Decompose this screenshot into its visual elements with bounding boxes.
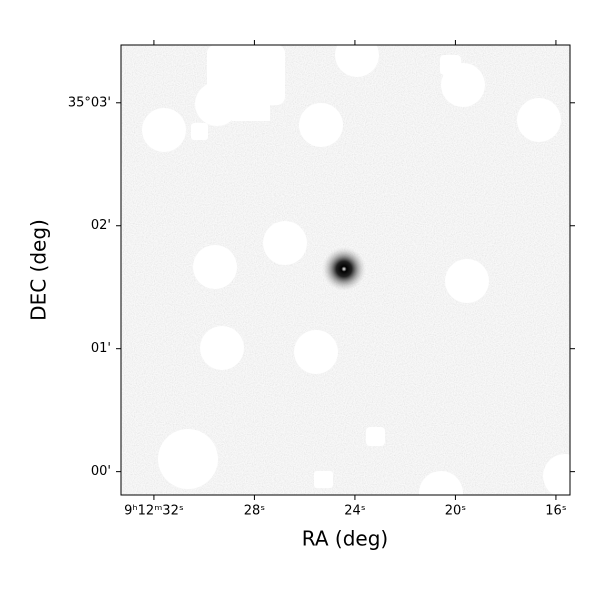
x-tick-label: 16ˢ — [545, 504, 567, 519]
y-tick-label: 35°03' — [68, 95, 111, 110]
x-tick-label: 9ʰ12ᵐ32ˢ — [124, 504, 184, 519]
y-axis-label: DEC (deg) — [27, 219, 51, 321]
y-tick-label: 02' — [91, 218, 111, 233]
x-axis-label: RA (deg) — [302, 527, 388, 551]
x-tick-label: 20ˢ — [445, 504, 467, 519]
x-tick-label: 28ˢ — [244, 504, 266, 519]
masks — [142, 45, 570, 495]
y-tick-label: 01' — [91, 341, 111, 356]
x-tick-label: 24ˢ — [344, 504, 366, 519]
y-tick-label: 00' — [91, 464, 111, 479]
sky-image — [121, 45, 570, 495]
axes-frame — [120, 44, 571, 496]
